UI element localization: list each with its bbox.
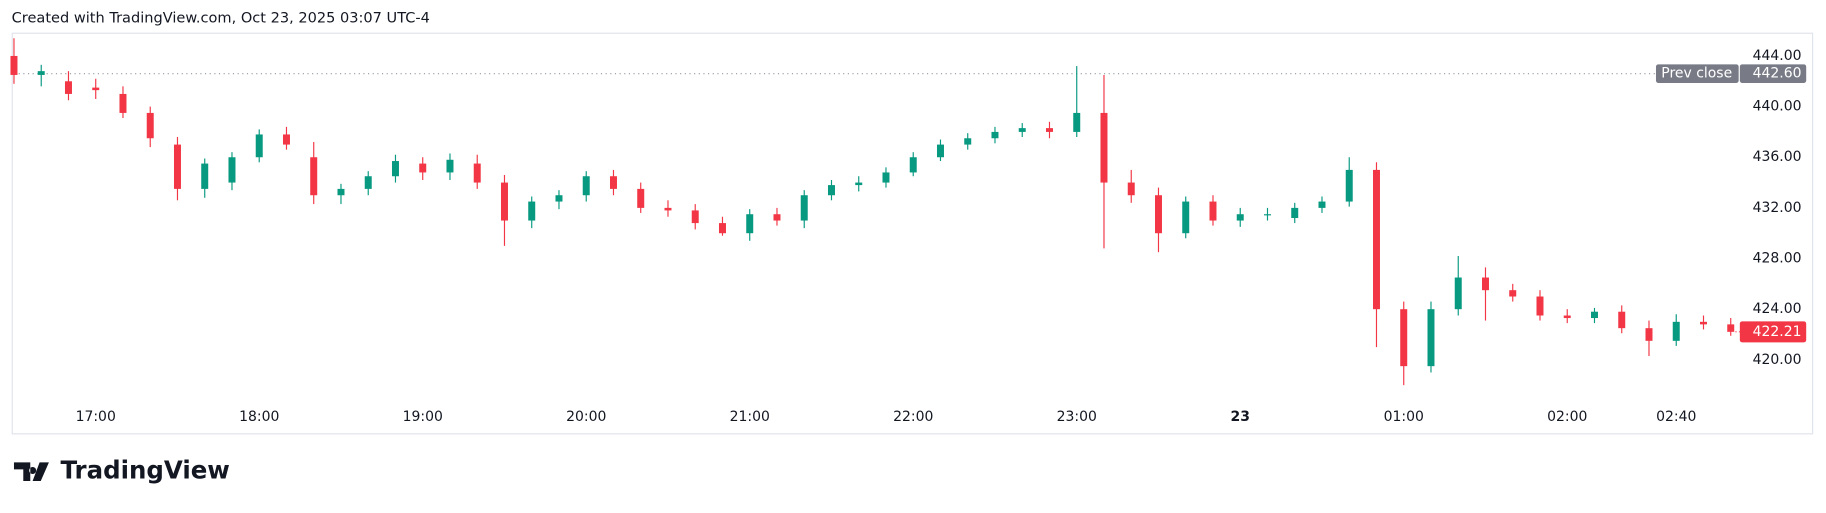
candle-body [1509,290,1517,297]
candle-body [1536,296,1544,316]
prev-close-text: Prev close [1661,66,1732,82]
prev-close-tag [1655,64,1739,83]
candle-body [1372,169,1380,310]
candle-body [228,157,236,183]
candle-body [800,195,808,221]
x-tick-label: 18:00 [239,409,279,425]
last-price-tag [1739,321,1807,343]
candle-body [936,144,944,158]
candle-body [1590,311,1598,319]
candle-body [1100,112,1108,183]
candle-body [500,182,508,221]
candle-body [1481,277,1489,291]
x-tick-label: 23:00 [1057,409,1097,425]
candle-body [201,163,209,189]
x-tick-label: 01:00 [1384,409,1424,425]
candle-body [991,131,999,139]
y-tick-label: 424.00 [1753,301,1802,317]
prev-close-price-tag [1739,64,1807,83]
candle-body [664,207,672,211]
candle-body [282,134,290,145]
chart-frame [11,32,1814,435]
candle-body [473,163,481,183]
candle-body [1236,214,1244,221]
candle-body [1127,182,1135,196]
last-price: 422.21 [1753,324,1802,340]
candle-body [10,55,18,75]
candle-body [337,188,345,196]
candle-body [1154,195,1162,234]
candle-body [1563,315,1571,319]
candle-body [637,188,645,208]
candle-body [391,161,399,177]
candle-body [1400,309,1408,367]
y-tick-label: 436.00 [1753,149,1802,165]
candle-body [146,112,154,139]
candle-body [37,71,45,75]
candle-body [1263,214,1271,216]
header: Created with TradingView.com, Oct 23, 20… [12,10,430,27]
x-tick-label: 02:00 [1547,409,1587,425]
candle-body [1699,321,1707,325]
candle-body [773,214,781,221]
x-tick-label: 17:00 [76,409,116,425]
candle-body [528,201,536,221]
candle-body [364,176,372,189]
x-tick-label: 20:00 [566,409,606,425]
candle-body [1018,128,1026,132]
candle-body [1182,201,1190,234]
x-tick-label: 02:40 [1656,409,1696,425]
candle-body [746,214,754,234]
candle-body [827,185,835,196]
candle-body [909,157,917,173]
candle-body [1618,311,1626,329]
x-tick-label: 22:00 [893,409,933,425]
x-tick-label: 23 [1231,409,1250,425]
brand: TradingView [61,456,230,485]
x-tick-label: 19:00 [403,409,443,425]
logo: TradingView [13,456,230,485]
candle-body [1645,328,1653,341]
y-tick-label: 440.00 [1753,99,1802,115]
candle-body [1045,128,1053,132]
candle-body [609,176,617,189]
candle-body [691,210,699,224]
candle-body [718,223,726,234]
candle-body [173,144,181,189]
candle-body [555,195,563,202]
candle-body [92,87,100,91]
candle-body [446,159,454,173]
candle-body [582,176,590,196]
y-tick-label: 444.00 [1753,48,1802,64]
candle-body [1345,169,1353,202]
candle-body [255,134,263,158]
candle-body [419,163,427,173]
candle-body [855,182,863,186]
candle-body [1209,201,1217,221]
y-tick-label: 432.00 [1753,200,1802,216]
candle-body [1454,277,1462,310]
candle-body [1318,201,1326,208]
y-tick-label: 428.00 [1753,251,1802,267]
candle-body [1073,112,1081,132]
y-tick-label: 420.00 [1753,352,1802,368]
prev-close-price: 442.60 [1753,66,1802,82]
candle-body [310,157,318,196]
candle-body [964,138,972,145]
candle-body [1727,324,1735,332]
candle-body [882,172,890,183]
candle-body [1672,321,1680,341]
candle-body [119,93,127,113]
candle-body [64,81,72,94]
candle-body [1427,309,1435,367]
x-tick-label: 21:00 [730,409,770,425]
candle-body [1291,207,1299,219]
